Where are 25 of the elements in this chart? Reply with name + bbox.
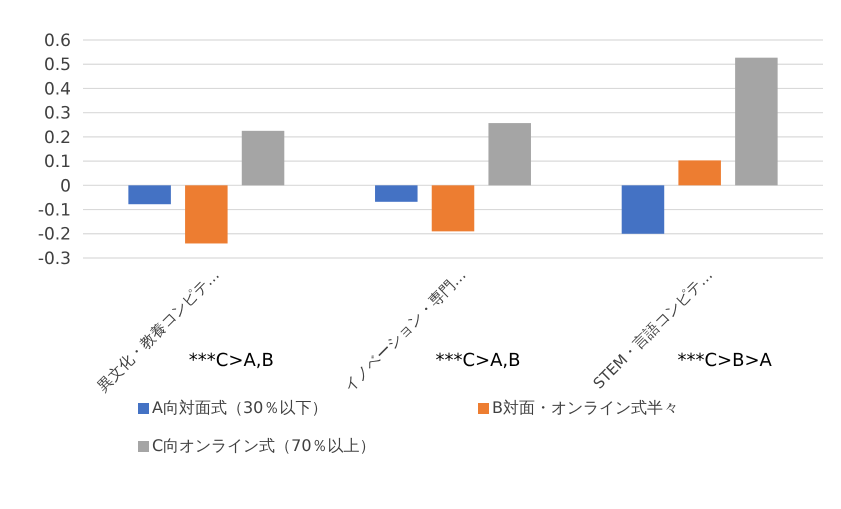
bar	[242, 130, 284, 186]
bar	[375, 185, 418, 202]
y-tick-label: 0.6	[44, 30, 71, 51]
bar	[185, 185, 228, 244]
legend-label: B対面・オンライン式半々	[492, 398, 679, 417]
y-tick-label: 0.2	[44, 128, 71, 148]
y-tick-label: 0	[60, 176, 71, 196]
bar	[128, 185, 171, 204]
legend-label: A向対面式（30％以下）	[152, 398, 328, 417]
legend-label: C向オンライン式（70％以上）	[152, 436, 376, 455]
y-tick-label: -0.2	[38, 224, 71, 245]
y-tick-label: 0.1	[44, 152, 71, 172]
y-tick-label: -0.1	[38, 200, 71, 221]
text: ***C>A,B	[188, 350, 274, 371]
bar	[432, 185, 474, 232]
bar	[622, 185, 664, 234]
text: ***C>A,B	[435, 350, 521, 371]
bar	[735, 58, 778, 186]
text: ***C>B>A	[677, 350, 773, 371]
bar	[678, 160, 721, 186]
y-tick-label: -0.3	[38, 248, 71, 269]
y-tick-label: 0.4	[44, 79, 71, 100]
bar	[488, 123, 531, 186]
y-tick-label: 0.5	[44, 55, 71, 76]
y-tick-label: 0.3	[44, 104, 71, 124]
